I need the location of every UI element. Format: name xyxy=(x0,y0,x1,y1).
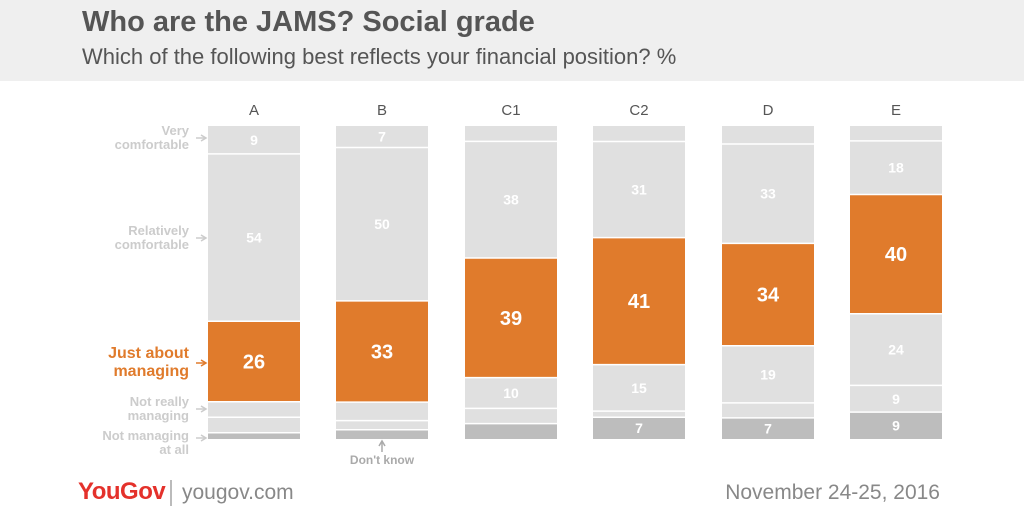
value-label-c2-3: 15 xyxy=(631,380,647,396)
row-label-4-line-0: Not managing xyxy=(102,428,189,443)
row-arrow-head-3 xyxy=(200,405,208,413)
value-label-c1-3: 10 xyxy=(503,385,519,401)
value-label-d-1: 33 xyxy=(760,186,776,202)
bar-segment-a-0 xyxy=(208,126,300,154)
dont-know-arrow-head xyxy=(378,439,386,447)
bar-segment-b-2 xyxy=(336,300,428,403)
row-label-1-line-0: Relatively xyxy=(128,223,189,238)
chart-subtitle: Which of the following best reflects you… xyxy=(82,44,677,69)
bar-segment-c2-2 xyxy=(593,237,685,365)
site-url: yougov.com xyxy=(182,481,294,504)
value-label-d-3: 19 xyxy=(760,366,776,382)
value-label-e-3: 24 xyxy=(888,342,904,358)
column-label-a: A xyxy=(249,102,259,119)
row-arrow-head-1 xyxy=(200,234,208,242)
bar-segment-a-4 xyxy=(208,417,300,433)
value-label-e-4: 9 xyxy=(892,391,900,407)
bar-segment-b-4 xyxy=(336,420,428,430)
row-label-1-line-1: comfortable xyxy=(115,237,189,252)
bar-segment-c2-1 xyxy=(593,141,685,238)
logo-divider xyxy=(170,480,172,506)
bar-segment-c2-0 xyxy=(593,126,685,142)
bar-segment-c1-4 xyxy=(465,408,557,424)
bar-segment-a-1 xyxy=(208,153,300,322)
bar-segment-e-2 xyxy=(850,194,942,314)
bar-segment-a-3 xyxy=(208,401,300,418)
survey-date: November 24-25, 2016 xyxy=(725,481,940,504)
bar-segment-a-2 xyxy=(208,321,300,402)
row-label-3-line-0: Not really xyxy=(130,394,190,409)
bar-segment-b-5 xyxy=(336,429,428,439)
row-label-0-line-0: Very xyxy=(162,123,190,138)
value-label-e-1: 18 xyxy=(888,160,904,176)
bar-segment-d-1 xyxy=(722,144,814,244)
value-label-b-1: 50 xyxy=(374,216,390,232)
column-label-c2: C2 xyxy=(629,102,648,119)
bar-segment-c2-5 xyxy=(593,417,685,439)
column-label-e: E xyxy=(891,102,901,119)
bar-segment-d-3 xyxy=(722,345,814,403)
row-arrow-head-2 xyxy=(200,359,208,367)
yougov-logo: YouGov xyxy=(78,478,166,505)
row-label-0-line-1: comfortable xyxy=(115,137,189,152)
value-label-a-2: 26 xyxy=(243,352,265,374)
header-band: Who are the JAMS? Social grade Which of … xyxy=(0,0,1024,81)
bar-segment-e-0 xyxy=(850,126,942,141)
bar-segment-b-0 xyxy=(336,126,428,148)
value-label-e-5: 9 xyxy=(892,418,900,434)
bar-segment-c2-3 xyxy=(593,364,685,412)
bar-segment-e-1 xyxy=(850,140,942,195)
bar-segment-c1-1 xyxy=(465,141,557,258)
value-label-b-2: 33 xyxy=(371,342,393,364)
bar-segment-c2-4 xyxy=(593,411,685,418)
value-label-c2-5: 7 xyxy=(635,420,643,436)
row-label-3-line-1: managing xyxy=(128,408,189,423)
row-label-2-line-0: Just about xyxy=(108,345,190,362)
dont-know-label: Don't know xyxy=(350,453,415,467)
value-label-d-5: 7 xyxy=(764,420,772,436)
bar-segment-a-5 xyxy=(208,432,300,439)
bar-segment-e-3 xyxy=(850,313,942,386)
bar-segment-d-5 xyxy=(722,417,814,439)
value-label-c2-1: 31 xyxy=(631,182,647,198)
bar-segment-c1-5 xyxy=(465,423,557,439)
column-label-d: D xyxy=(763,102,774,119)
value-label-b-0: 7 xyxy=(378,129,386,145)
value-label-c1-2: 39 xyxy=(500,308,522,330)
row-arrow-head-0 xyxy=(200,134,208,142)
value-label-a-0: 9 xyxy=(250,132,258,148)
bar-segment-d-0 xyxy=(722,126,814,145)
bar-segment-c1-0 xyxy=(465,126,557,142)
value-label-d-2: 34 xyxy=(757,285,780,307)
column-label-c1: C1 xyxy=(501,102,520,119)
bar-segment-d-2 xyxy=(722,243,814,346)
row-label-4-line-1: at all xyxy=(159,442,189,457)
bar-segment-d-4 xyxy=(722,402,814,418)
chart-title: Who are the JAMS? Social grade xyxy=(82,6,535,38)
value-label-c2-2: 41 xyxy=(628,291,650,313)
bar-segment-e-5 xyxy=(850,412,942,439)
row-arrow-head-4 xyxy=(200,434,208,442)
bar-segment-b-3 xyxy=(336,402,428,421)
row-label-2-line-1: managing xyxy=(113,363,189,380)
bar-segment-c1-3 xyxy=(465,377,557,409)
column-label-b: B xyxy=(377,102,387,119)
bar-segment-b-1 xyxy=(336,147,428,301)
value-label-e-2: 40 xyxy=(885,244,907,266)
bar-segment-e-4 xyxy=(850,385,942,413)
bar-segment-c1-2 xyxy=(465,257,557,378)
value-label-a-1: 54 xyxy=(246,230,262,246)
value-label-c1-1: 38 xyxy=(503,192,519,208)
